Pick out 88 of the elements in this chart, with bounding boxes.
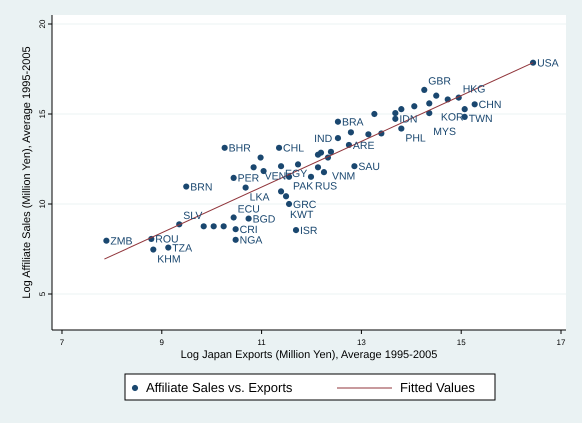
annotation: VEN: [264, 170, 286, 182]
point: [232, 236, 239, 243]
point: [282, 193, 290, 200]
point: [392, 110, 398, 116]
point: [220, 223, 227, 230]
x-tick-label: 9: [160, 338, 165, 347]
x-tick-label: 17: [556, 338, 566, 347]
annotation: CHL: [283, 142, 304, 155]
annotation: BHR: [228, 142, 252, 155]
annotation: BGD: [252, 213, 276, 226]
annotation: KWT: [290, 209, 314, 222]
annotation: PHL: [405, 132, 426, 144]
point: [433, 92, 440, 99]
point: [165, 244, 172, 251]
y-tick-label: 10: [38, 199, 47, 208]
point: [348, 129, 354, 136]
annotation: ARE: [352, 140, 375, 152]
point: [183, 183, 190, 190]
point: [314, 164, 322, 170]
point: [246, 215, 252, 222]
point: [250, 164, 257, 170]
point: [258, 154, 264, 161]
point: [411, 103, 418, 110]
point: [210, 223, 217, 230]
point: [334, 118, 342, 125]
annotation: PAK: [293, 180, 314, 193]
point: [472, 101, 478, 108]
annotation: ECU: [238, 203, 260, 216]
annotation: CRI: [240, 224, 258, 236]
x-tick-label: 7: [60, 338, 65, 347]
annotation: TZA: [172, 242, 192, 254]
point: [308, 174, 314, 180]
annotation: ISR: [300, 224, 318, 237]
x-tick-label: 13: [356, 338, 366, 347]
point: [328, 148, 334, 155]
x-axis-title: Log Japan Exports (Million Yen), Average 1995-2005: [180, 349, 438, 361]
point: [232, 226, 239, 232]
annotation: BRA: [342, 116, 364, 129]
point: [278, 163, 284, 170]
y-axis-title: Log Affiliate Sales (Million Yen), Average 1995-2005: [21, 46, 33, 299]
point: [365, 131, 372, 138]
point: [276, 144, 282, 151]
point: [150, 246, 156, 253]
annotation: SAU: [358, 161, 380, 173]
annotation: VNM: [332, 170, 356, 182]
point: [286, 200, 292, 208]
point: [426, 100, 432, 106]
point: [398, 125, 404, 132]
point: [351, 163, 358, 170]
point: [242, 184, 249, 191]
annotation: KHM: [157, 253, 181, 266]
annotation: BRN: [190, 181, 212, 194]
annotation: USA: [537, 58, 559, 70]
point: [200, 223, 207, 230]
annotation: KOR: [440, 112, 464, 124]
point: [371, 110, 378, 118]
annotation: LKA: [250, 191, 270, 204]
point: [398, 106, 404, 112]
x-tick-label: 15: [456, 338, 466, 347]
y-tick-label: 15: [38, 109, 47, 118]
annotation: CHN: [478, 99, 502, 112]
annotation: ZMB: [110, 236, 133, 248]
point: [392, 116, 398, 122]
annotation: IND: [314, 132, 333, 145]
annotation: NGA: [240, 234, 262, 247]
point: [222, 144, 228, 151]
annotation: TWN: [468, 112, 493, 125]
point: [278, 188, 284, 194]
point: [292, 227, 300, 234]
legend-label: Affiliate Sales vs. Exports: [146, 380, 293, 395]
annotation: GBR: [428, 76, 452, 88]
x-tick-label: 11: [257, 338, 266, 347]
point: [462, 106, 468, 112]
point: [230, 174, 237, 181]
annotation: PER: [238, 172, 260, 185]
annotation: RUS: [314, 180, 338, 193]
point: [294, 161, 302, 168]
legend-label: Fitted Values: [400, 380, 476, 395]
point: [230, 214, 237, 221]
point: [318, 150, 324, 156]
annotation: GRC: [293, 198, 317, 211]
y-tick-label: 5: [38, 291, 47, 296]
y-tick-label: 20: [38, 19, 47, 28]
annotation: MYS: [433, 126, 456, 138]
point: [334, 135, 342, 142]
point: [103, 238, 110, 244]
point: [421, 86, 428, 93]
point: [320, 169, 328, 176]
